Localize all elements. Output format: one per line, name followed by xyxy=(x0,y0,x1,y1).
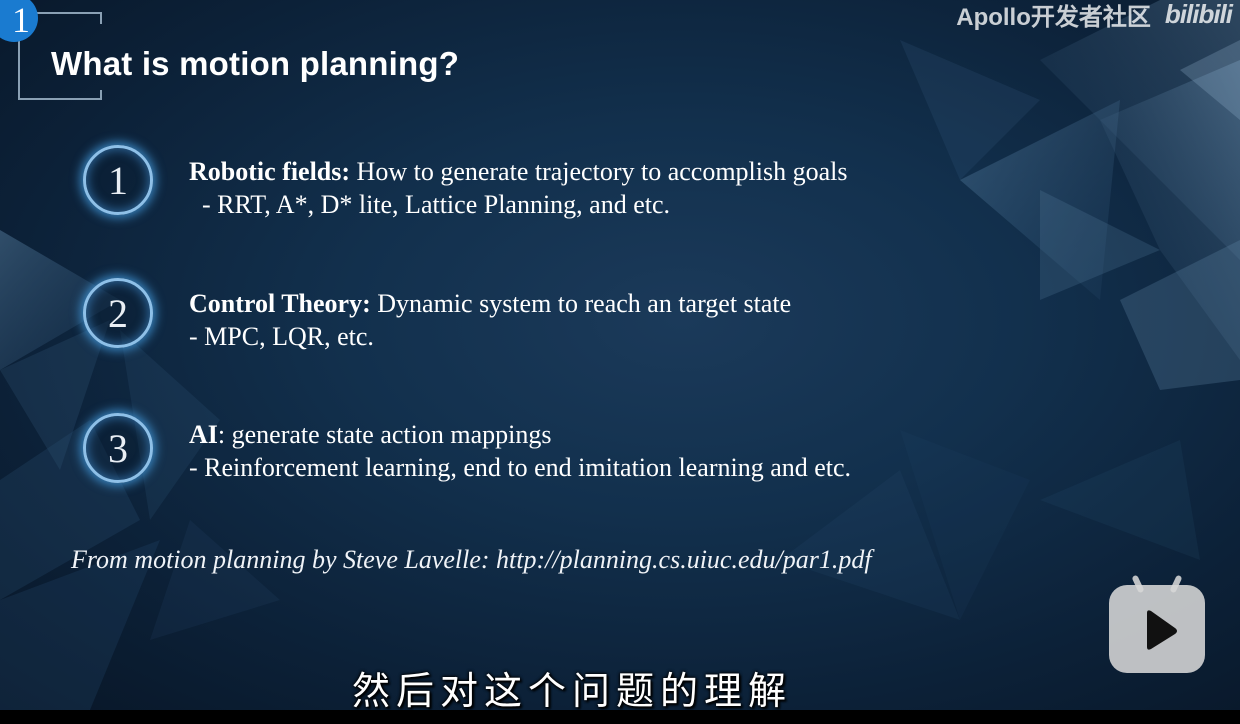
item-1-detail: - RRT, A*, D* lite, Lattice Planning, an… xyxy=(189,190,671,219)
item-3-description: : generate state action mappings xyxy=(217,420,552,449)
item-2-heading: Control Theory: xyxy=(189,289,371,318)
citation: From motion planning by Steve Lavelle: h… xyxy=(71,545,872,574)
play-button[interactable] xyxy=(1109,574,1205,673)
slide-title: What is motion planning? xyxy=(51,45,460,82)
item-1-number-circle: 1 xyxy=(83,145,153,215)
watermark-text: Apollo开发者社区 xyxy=(956,4,1151,31)
bilibili-logo: bilibili xyxy=(1164,0,1233,29)
item-3-detail: - Reinforcement learning, end to end imi… xyxy=(189,453,852,482)
item-2-description: Dynamic system to reach an target state xyxy=(370,289,792,318)
item-1-description: How to generate trajectory to accomplish… xyxy=(350,157,848,186)
item-2-detail: - MPC, LQR, etc. xyxy=(189,322,374,351)
item-3-text: AI: generate state action mappings - Rei… xyxy=(189,418,851,484)
item-1-text: Robotic fields: How to generate trajecto… xyxy=(189,155,848,221)
item-2-number-circle: 2 xyxy=(83,278,153,348)
watermark: Apollo开发者社区 bilibili xyxy=(956,0,1233,32)
title-frame xyxy=(18,12,102,100)
item-2-text: Control Theory: Dynamic system to reach … xyxy=(189,287,791,353)
play-icon xyxy=(1147,610,1177,650)
item-3-number-circle: 3 xyxy=(83,413,153,483)
item-1-heading: Robotic fields: xyxy=(189,157,351,186)
bottom-bar xyxy=(0,710,1240,724)
item-3-heading: AI xyxy=(189,420,218,449)
video-subtitle: 然后对这个问题的理解 xyxy=(352,669,793,710)
